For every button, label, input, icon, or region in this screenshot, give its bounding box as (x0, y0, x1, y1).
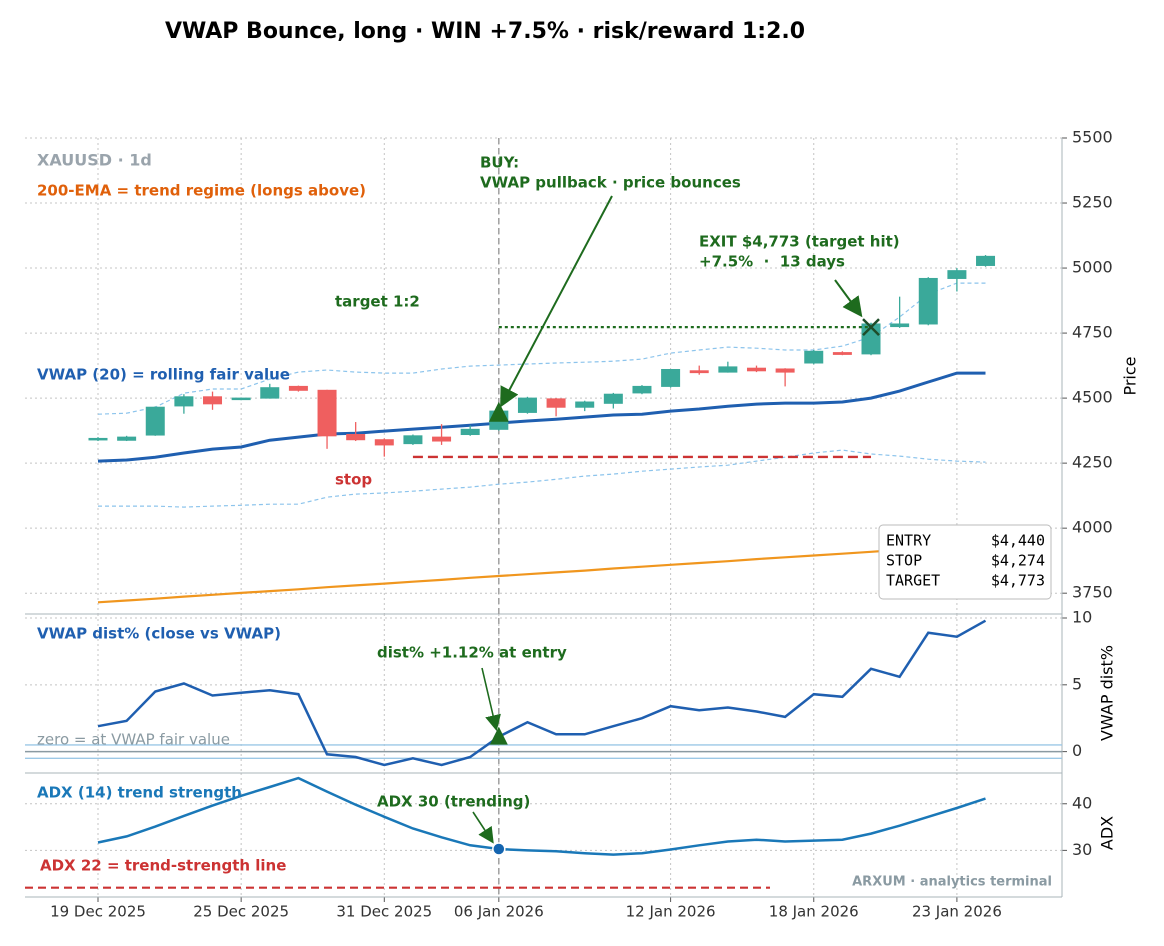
x-tick-label: 23 Jan 2026 (912, 903, 1002, 921)
x-tick-label: 06 Jan 2026 (454, 903, 544, 921)
candle-body (174, 396, 194, 407)
dist-entry-note: dist% +1.12% at entry (377, 644, 567, 662)
y-tick-label: 5250 (1072, 193, 1113, 212)
series-line (97, 543, 986, 604)
vwap-band (97, 282, 986, 415)
series-line (97, 619, 987, 767)
x-tick-label: 12 Jan 2026 (626, 903, 716, 921)
candle-body (260, 387, 280, 399)
exit-marker (862, 318, 880, 336)
candle-body (403, 435, 423, 445)
y-tick-label: 5 (1072, 674, 1082, 693)
candle-body (374, 439, 394, 446)
y-tick-label: 4750 (1072, 323, 1113, 342)
candle-body (689, 370, 709, 374)
exit-note: EXIT $4,773 (target hit) (699, 233, 900, 251)
entry-marker (488, 401, 509, 422)
candle-body (632, 385, 652, 394)
candle-body (317, 389, 337, 437)
candle-body (517, 397, 537, 413)
buy-note: BUY: (480, 154, 519, 172)
candle-body (460, 428, 480, 436)
ema-label: 200-EMA = trend regime (longs above) (37, 182, 366, 200)
candle-body (346, 434, 366, 441)
y-axis-label: ADX (1098, 816, 1117, 850)
series-line (97, 776, 986, 856)
adx-arrow (472, 811, 494, 844)
candle-body (746, 367, 766, 372)
candle-body (546, 398, 566, 408)
y-tick-label: 5000 (1072, 258, 1113, 277)
chart-title: VWAP Bounce, long · WIN +7.5% · risk/rew… (165, 19, 805, 44)
candle-body (918, 277, 938, 325)
candle-body (718, 366, 738, 373)
vwap-label: VWAP (20) = rolling fair value (37, 366, 290, 384)
y-tick-label: 40 (1072, 793, 1092, 812)
candle-body (203, 396, 223, 405)
x-tick-label: 25 Dec 2025 (193, 903, 289, 921)
candle-body (603, 393, 623, 404)
vwap-band (98, 449, 986, 508)
series-line (97, 371, 986, 463)
candle-body (88, 437, 108, 441)
y-axis-label: Price (1121, 356, 1140, 395)
symbol-label: XAUUSD · 1d (37, 151, 152, 170)
plot-area: 19 Dec 2025 25 Dec 2025 31 Dec 2025 06 Jan … (25, 128, 1113, 921)
candle-body (288, 385, 308, 391)
dist-label: VWAP dist% (close vs VWAP) (37, 625, 281, 643)
dist-arrow (481, 667, 501, 732)
y-tick-label: 10 (1072, 608, 1092, 627)
candle-body (890, 323, 910, 328)
y-tick-label: 0 (1072, 741, 1082, 760)
candle-body (432, 436, 452, 442)
candle-body (947, 270, 967, 279)
x-tick-label: 19 Dec 2025 (50, 903, 146, 921)
candle-body (832, 352, 852, 355)
y-tick-label: 30 (1072, 840, 1092, 859)
candle-body (661, 368, 681, 387)
y-tick-label: 3750 (1072, 583, 1113, 602)
y-tick-label: 4000 (1072, 518, 1113, 537)
threshold-label: ADX 22 = trend-strength line (40, 857, 286, 875)
level-value: $4,773 (991, 572, 1045, 590)
target-note: target 1:2 (335, 293, 420, 311)
level-name: STOP (886, 552, 922, 570)
exit-arrow (834, 279, 863, 318)
adx-label: ADX (14) trend strength (37, 784, 242, 802)
level-value: $4,274 (991, 552, 1045, 570)
candle-body (976, 255, 996, 266)
footer: ARXUM · analytics terminal (852, 875, 1052, 890)
candle-body (117, 436, 137, 441)
adx-entry-note: ADX 30 (trending) (377, 793, 530, 811)
levels-box: ENTRY $4,440 STOP $4,274 TARGET $4,773 (878, 524, 1052, 600)
buy-note: VWAP pullback · price bounces (480, 174, 741, 192)
x-tick-label: 31 Dec 2025 (336, 903, 432, 921)
candle-body (145, 406, 165, 436)
candle-body (804, 350, 824, 364)
x-tick-label: 18 Jan 2026 (769, 903, 859, 921)
y-axis-label: VWAP dist% (1098, 645, 1117, 741)
y-tick-label: 4500 (1072, 388, 1113, 407)
entry-marker (489, 726, 508, 745)
exit-note: +7.5% · 13 days (699, 253, 845, 271)
buy-arrow (500, 195, 613, 408)
level-value: $4,440 (991, 532, 1045, 550)
stop-note: stop (335, 471, 372, 489)
y-tick-label: 4250 (1072, 453, 1113, 472)
candle-body (775, 368, 795, 373)
candle-body (231, 397, 251, 401)
y-tick-label: 5500 (1072, 128, 1113, 147)
level-name: TARGET (886, 572, 940, 590)
zero-note: zero = at VWAP fair value (37, 731, 230, 749)
level-name: ENTRY (886, 532, 931, 550)
entry-marker (492, 842, 506, 856)
levels-box-frame (878, 524, 1052, 600)
candle-body (575, 401, 595, 408)
